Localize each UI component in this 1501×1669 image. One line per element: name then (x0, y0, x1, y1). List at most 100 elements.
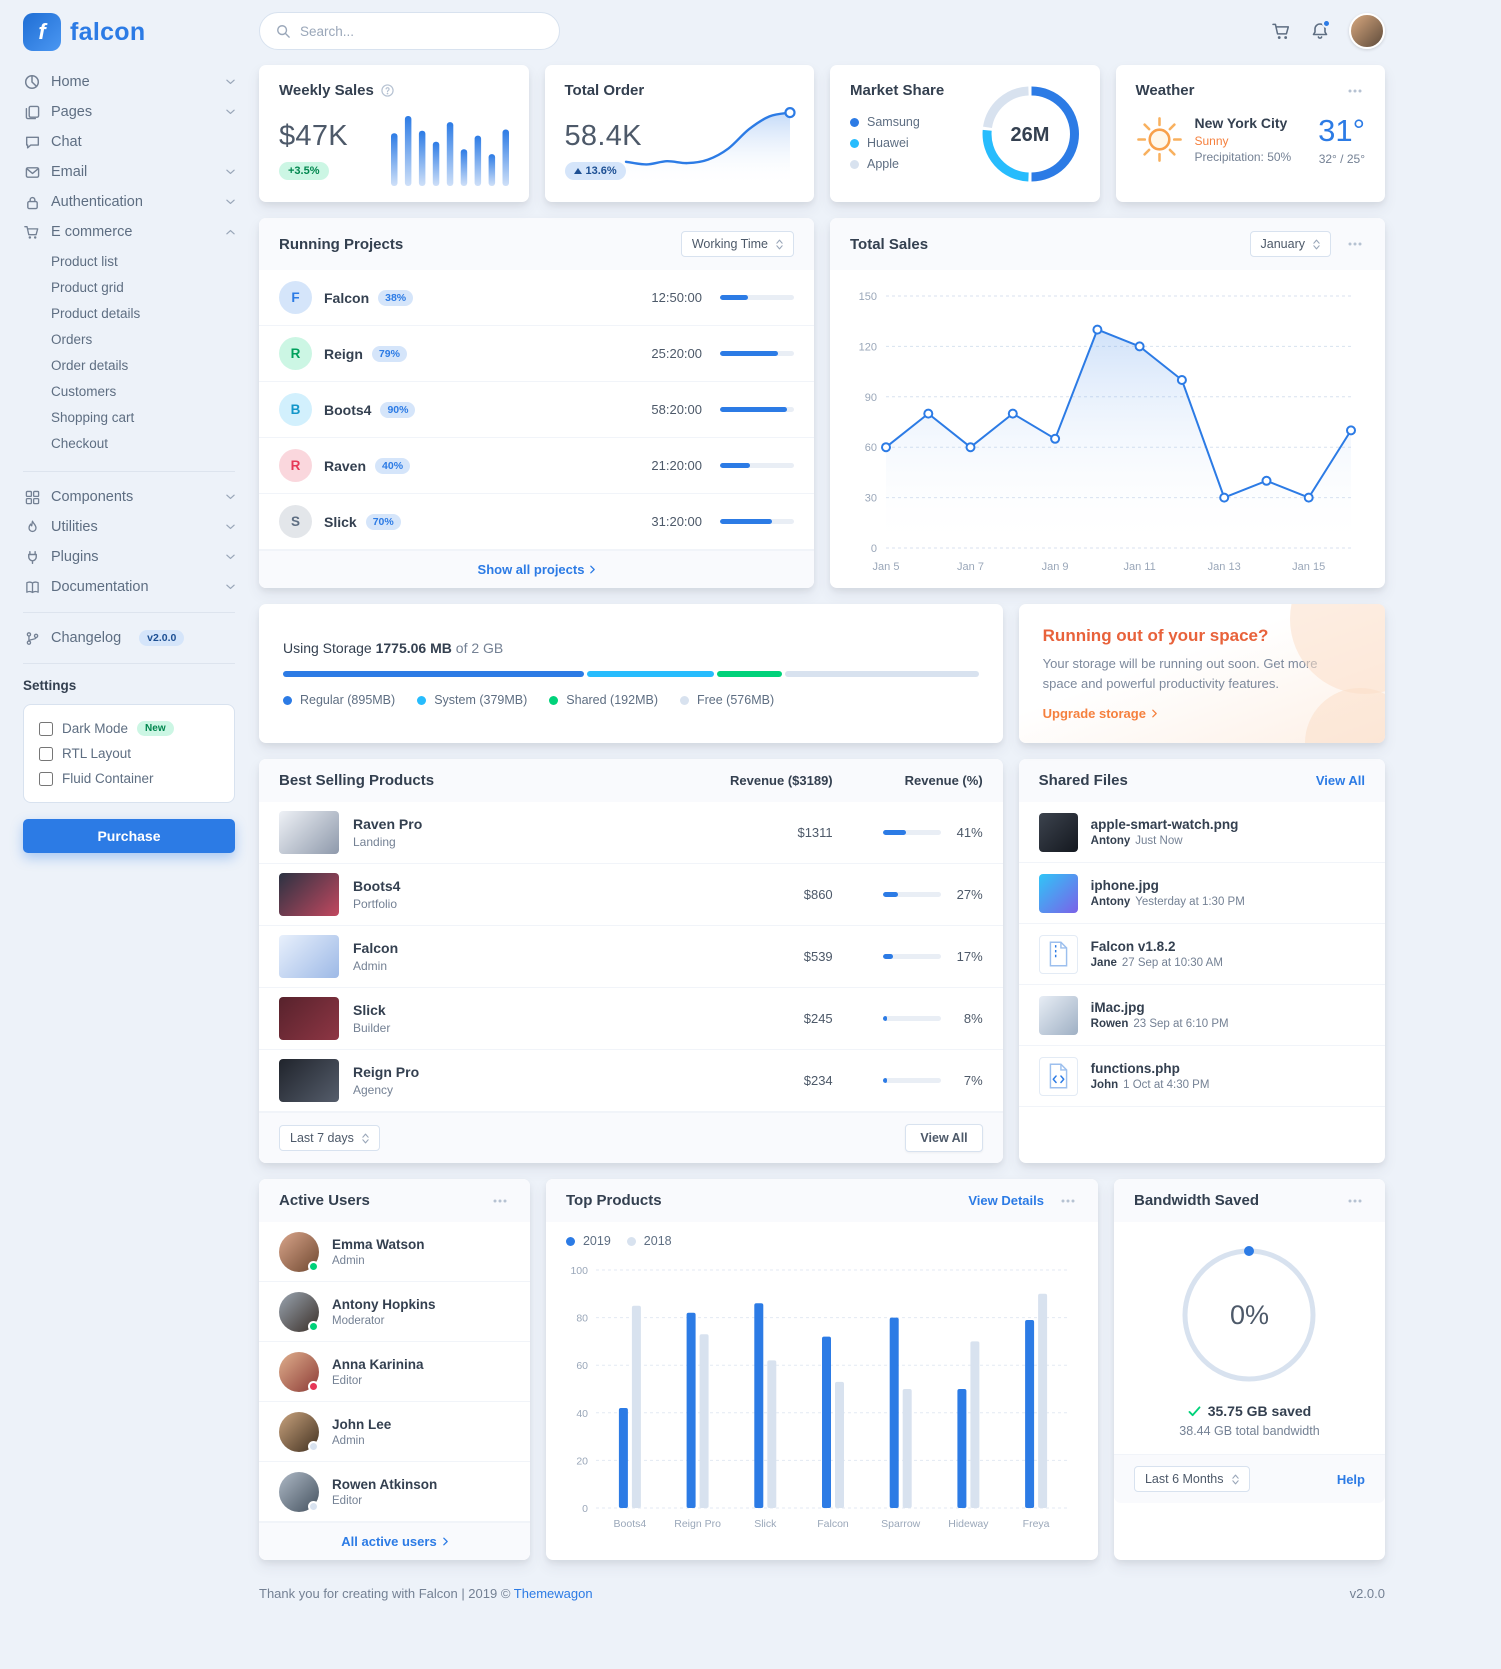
svg-text:Reign Pro: Reign Pro (674, 1518, 721, 1530)
user-role: Editor (332, 1374, 363, 1387)
project-avatar: R (279, 449, 312, 482)
bandwidth-saved: 35.75 GB saved (1188, 1403, 1311, 1419)
working-time-select[interactable]: Working Time (680, 231, 794, 257)
sidebar-item-components[interactable]: Components (23, 482, 235, 512)
svg-text:20: 20 (576, 1456, 588, 1468)
file-owner: Antony (1090, 835, 1131, 848)
sidebar-subitem-customers[interactable]: Customers (51, 383, 117, 399)
page-footer: Thank you for creating with Falcon | 201… (259, 1586, 1385, 1601)
sidebar-item-home[interactable]: Home (23, 67, 235, 97)
card-menu-button[interactable] (1345, 239, 1365, 249)
file-row-iphone-jpg[interactable]: iphone.jpg Antony Yesterday at 1:30 PM (1018, 863, 1385, 925)
cart-icon[interactable] (1272, 23, 1291, 40)
help-link[interactable]: Help (1336, 1471, 1365, 1487)
project-percent-badge: 70% (365, 513, 401, 530)
all-active-users-link[interactable]: All active users (341, 1534, 448, 1549)
code-file-icon (1038, 1056, 1078, 1096)
user-row-john-lee[interactable]: John Lee Admin (259, 1402, 530, 1463)
sidebar-item-documentation[interactable]: Documentation (23, 572, 235, 602)
project-row-slick[interactable]: S Slick 70% 31:20:00 (259, 494, 814, 550)
check-icon (1188, 1406, 1201, 1417)
sidebar-subitem-orders[interactable]: Orders (51, 331, 93, 347)
user-row-rowen-atkinson[interactable]: Rowen Atkinson Editor (259, 1462, 530, 1523)
info-icon[interactable] (381, 84, 394, 97)
sidebar-subitem-order-details[interactable]: Order details (51, 357, 129, 373)
market-share-header: Market Share (850, 82, 1080, 99)
month-select[interactable]: January (1249, 231, 1331, 257)
card-menu-button[interactable] (490, 1196, 510, 1206)
falcon-logo[interactable]: f falcon (23, 13, 235, 51)
sidebar-item-utilities[interactable]: Utilities (23, 512, 235, 542)
sidebar-item-label: Email (51, 164, 88, 180)
sidebar-item-chat[interactable]: Chat (23, 127, 235, 157)
sidebar-subitem-checkout[interactable]: Checkout (51, 435, 109, 451)
sidebar-subitem-product-grid[interactable]: Product grid (51, 279, 124, 295)
sidebar-item-plugins[interactable]: Plugins (23, 542, 235, 572)
purchase-button[interactable]: Purchase (23, 819, 235, 853)
view-details-link[interactable]: View Details (968, 1193, 1044, 1209)
sidebar-subitem-product-details[interactable]: Product details (51, 305, 141, 321)
svg-text:Jan 7: Jan 7 (957, 561, 984, 573)
sidebar-item-pages[interactable]: Pages (23, 97, 235, 127)
topbar (259, 12, 1385, 50)
product-name: Slick (353, 1002, 386, 1019)
sidebar-item-changelog[interactable]: Changelog v2.0.0 (23, 623, 235, 653)
project-row-raven[interactable]: R Raven 40% 21:20:00 (259, 438, 814, 494)
file-row-falcon-v1-8-2[interactable]: Falcon v1.8.2 Jane 27 Sep at 10:30 AM (1018, 924, 1385, 986)
user-row-emma-watson[interactable]: Emma Watson Admin (259, 1222, 530, 1283)
shared-files-view-all-link[interactable]: View All (1315, 773, 1365, 789)
search-input[interactable] (298, 22, 543, 40)
version-badge: v2.0.0 (139, 630, 185, 646)
select-value: Last 7 days (290, 1131, 354, 1146)
card-menu-button[interactable] (1058, 1196, 1078, 1206)
best-selling-list: Raven Pro Landing $1311 41% Boots4 Portfolio $… (259, 802, 1003, 1113)
project-info: Slick 70% (324, 513, 651, 530)
sidebar-item-email[interactable]: Email (23, 157, 235, 187)
sort-arrows-icon (1313, 239, 1320, 250)
weather-temp-current: 31° (1318, 113, 1365, 148)
project-row-falcon[interactable]: F Falcon 38% 12:50:00 (259, 270, 814, 326)
product-row-falcon[interactable]: Falcon Admin $539 17% (259, 926, 1003, 989)
checkbox-dark-mode[interactable] (39, 721, 53, 736)
show-all-projects-link[interactable]: Show all projects (478, 562, 596, 577)
chevron-up-icon (226, 229, 235, 235)
total-order-change-badge: 13.6% (564, 162, 626, 180)
product-row-slick[interactable]: Slick Builder $245 8% (259, 988, 1003, 1051)
product-row-reign-pro[interactable]: Reign Pro Agency $234 7% (259, 1050, 1003, 1113)
file-thumbnail (1038, 995, 1078, 1035)
sidebar-item-authentication[interactable]: Authentication (23, 187, 235, 217)
project-row-boots4[interactable]: B Boots4 90% 58:20:00 (259, 382, 814, 438)
total-sales-header: Total Sales January (830, 218, 1385, 270)
sidebar-subitem-product-list[interactable]: Product list (51, 253, 118, 269)
sidebar-subitem-shopping-cart[interactable]: Shopping cart (51, 409, 135, 425)
sidebar-item-e-commerce[interactable]: E commerce (23, 217, 235, 247)
themewagon-link[interactable]: Themewagon (513, 1586, 593, 1602)
checkbox-fluid-container[interactable] (39, 771, 53, 786)
card-menu-button[interactable] (1345, 1196, 1365, 1206)
view-all-button[interactable]: View All (905, 1124, 983, 1153)
user-row-anna-karinina[interactable]: Anna Karinina Editor (259, 1342, 530, 1403)
svg-text:60: 60 (865, 442, 877, 454)
storage-progress-bar (283, 671, 979, 678)
file-name: iphone.jpg (1090, 878, 1159, 894)
product-row-boots4[interactable]: Boots4 Portfolio $860 27% (259, 864, 1003, 927)
file-row-functions-php[interactable]: functions.php John 1 Oct at 4:30 PM (1018, 1046, 1385, 1108)
project-row-reign[interactable]: R Reign 79% 25:20:00 (259, 326, 814, 382)
file-row-imac-jpg[interactable]: iMac.jpg Rowen 23 Sep at 6:10 PM (1018, 985, 1385, 1047)
file-row-apple-smart-watch-png[interactable]: apple-smart-watch.png Antony Just Now (1018, 802, 1385, 864)
svg-text:Boots4: Boots4 (614, 1518, 647, 1530)
user-avatar[interactable] (1349, 13, 1385, 49)
date-range-select[interactable]: Last 7 days (279, 1125, 380, 1152)
user-row-antony-hopkins[interactable]: Antony Hopkins Moderator (259, 1282, 530, 1343)
plug-icon (23, 550, 41, 565)
period-select[interactable]: Last 6 Months (1133, 1466, 1250, 1493)
upgrade-storage-link[interactable]: Upgrade storage (1043, 706, 1157, 721)
product-revenue-percent: 41% (833, 825, 983, 840)
card-menu-button[interactable] (1345, 86, 1365, 96)
product-row-raven-pro[interactable]: Raven Pro Landing $1311 41% (259, 802, 1003, 865)
total-sales-chart: 0 30 60 90 120 150 Jan 5 Jan 7 Jan 9 Jan 11 Jan 13… (830, 270, 1385, 588)
product-revenue-percent: 8% (833, 1011, 983, 1026)
bandwidth-header: Bandwidth Saved (1113, 1179, 1385, 1223)
notifications-bell-icon[interactable] (1311, 19, 1331, 40)
checkbox-rtl-layout[interactable] (39, 746, 53, 761)
